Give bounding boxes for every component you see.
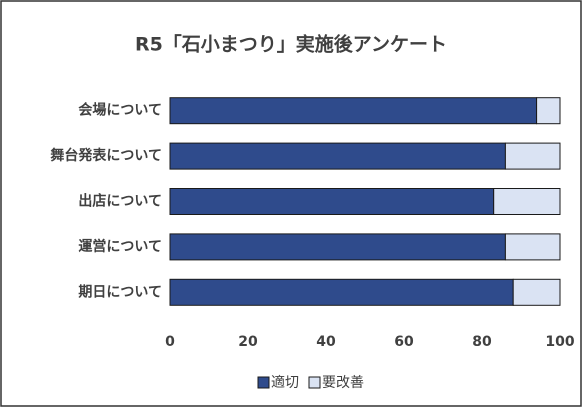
bar-segment	[169, 97, 538, 125]
bar-segment	[512, 278, 561, 306]
x-tick-label: 20	[238, 334, 258, 350]
bar-segment	[169, 278, 514, 306]
legend-swatch	[257, 376, 270, 389]
bar-segment	[504, 142, 561, 170]
bar-segment	[169, 142, 506, 170]
legend-label: 要改善	[322, 375, 364, 391]
x-tick-label: 40	[316, 334, 336, 350]
y-tick-label: 会場について	[78, 102, 162, 119]
legend-label: 適切	[271, 374, 299, 391]
x-tick-label: 100	[545, 334, 574, 350]
bar-segment	[504, 233, 561, 261]
bar-segment	[169, 233, 506, 261]
y-tick-label: 舞台発表について	[50, 147, 162, 164]
legend-swatch	[308, 376, 321, 389]
x-tick-label: 60	[394, 334, 414, 350]
y-tick-label: 出店について	[78, 193, 162, 210]
chart-title: R5「石小まつり」実施後アンケート	[135, 33, 447, 56]
bar-segment	[169, 188, 495, 215]
x-tick-label: 0	[165, 334, 175, 350]
bar-segment	[536, 97, 561, 125]
y-tick-label: 運営について	[78, 238, 162, 255]
y-tick-label: 期日について	[78, 284, 162, 300]
bar-segment	[493, 188, 561, 215]
x-tick-label: 80	[472, 334, 492, 350]
